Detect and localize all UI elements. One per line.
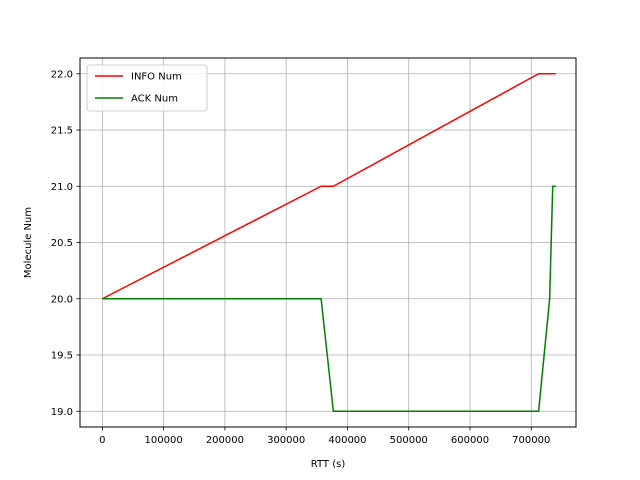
y-tick-label: 20.5	[51, 238, 73, 249]
legend: INFO Num ACK Num	[86, 64, 208, 112]
x-tick-label: 600000	[451, 435, 489, 446]
series-line-info-num	[102, 73, 556, 300]
y-tick-label: 22.0	[51, 69, 73, 80]
legend-entry: INFO Num	[131, 72, 182, 83]
x-tick-label: 0	[99, 435, 105, 446]
x-tick-label: 100000	[145, 435, 183, 446]
grid-lines	[80, 58, 576, 427]
y-axis-label: Molecule Num	[23, 207, 34, 278]
y-tick-label: 19.5	[51, 351, 73, 362]
x-tick-label: 500000	[390, 435, 428, 446]
x-axis-ticks: 0 100000 200000 300000 400000 500000 600000 700…	[99, 427, 550, 446]
x-tick-label: 300000	[267, 435, 305, 446]
series-lines	[102, 73, 556, 412]
y-tick-label: 21.5	[51, 126, 73, 137]
y-axis-ticks: 19.0 19.5 20.0 20.5 21.0 21.5 22.0	[51, 69, 80, 418]
x-tick-label: 200000	[206, 435, 244, 446]
y-tick-label: 21.0	[51, 182, 73, 193]
y-tick-label: 20.0	[51, 294, 73, 305]
x-tick-label: 400000	[328, 435, 366, 446]
x-axis-label: RTT (s)	[311, 459, 346, 470]
x-tick-label: 700000	[512, 435, 550, 446]
series-line-ack-num	[102, 185, 556, 412]
y-tick-label: 19.0	[51, 407, 73, 418]
legend-entry: ACK Num	[131, 94, 178, 105]
